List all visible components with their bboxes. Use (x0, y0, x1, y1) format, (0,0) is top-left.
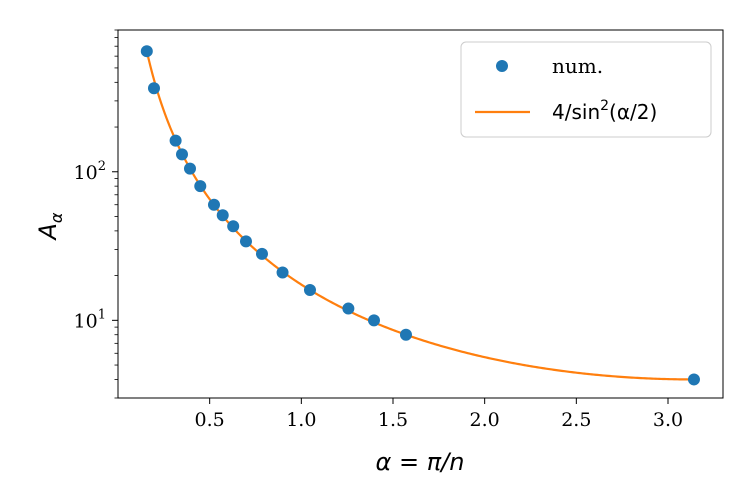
y-axis-ticks: 101 102 (74, 29, 118, 399)
legend-label-fit: 4/sin2(α/2) (552, 98, 657, 124)
data-point-7 (216, 209, 229, 222)
legend-label-num: num. (552, 54, 603, 78)
legend-frame (460, 41, 712, 138)
data-point-12 (303, 283, 316, 296)
data-point-8 (227, 220, 240, 233)
data-point-6 (207, 198, 220, 211)
data-point-11 (276, 266, 289, 279)
data-point-1 (147, 82, 160, 95)
data-point-5 (194, 180, 207, 193)
y-axis-label: Aα (34, 212, 66, 241)
x-tick-label-1: 1.0 (286, 409, 316, 431)
data-point-2 (169, 134, 182, 147)
x-tick-label-4: 2.5 (561, 409, 591, 431)
data-point-14 (367, 314, 380, 327)
x-tick-label-0: 0.5 (195, 409, 225, 431)
x-axis-label: α = π/n (376, 448, 465, 476)
data-point-10 (255, 247, 268, 260)
data-point-13 (342, 302, 355, 315)
x-tick-label-2: 1.5 (378, 409, 408, 431)
data-point-0 (140, 45, 153, 58)
x-tick-label-3: 2.0 (470, 409, 500, 431)
x-tick-label-5: 3.0 (653, 409, 683, 431)
plot-area (117, 29, 724, 399)
legend: num. 4/sin2(α/2) (460, 41, 712, 138)
series-points-num (140, 45, 700, 386)
y-tick-label-0: 101 (74, 307, 106, 332)
legend-marker-num (496, 60, 508, 72)
data-point-16 (687, 373, 700, 386)
data-point-3 (176, 148, 189, 161)
data-point-15 (399, 328, 412, 341)
data-point-9 (239, 235, 252, 248)
data-point-4 (183, 162, 196, 175)
series-line-fit (145, 50, 694, 381)
y-axis-label-subscript: α (47, 212, 66, 223)
y-tick-label-1: 102 (74, 159, 106, 184)
x-axis-ticks: 0.5 1.0 1.5 2.0 2.5 3.0 (195, 398, 683, 431)
